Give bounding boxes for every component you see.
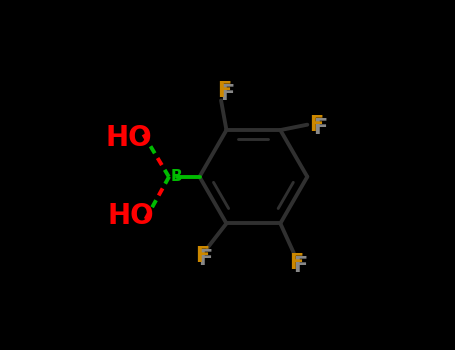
Text: F: F bbox=[198, 249, 212, 269]
Text: B: B bbox=[171, 169, 182, 184]
Text: F: F bbox=[217, 81, 231, 101]
Text: F: F bbox=[220, 84, 234, 104]
Text: F: F bbox=[289, 252, 303, 273]
Text: HO: HO bbox=[105, 124, 152, 152]
Text: F: F bbox=[309, 115, 324, 135]
Text: F: F bbox=[313, 118, 327, 138]
Text: F: F bbox=[293, 256, 307, 276]
Text: F: F bbox=[195, 246, 209, 266]
Text: HO: HO bbox=[107, 202, 154, 230]
